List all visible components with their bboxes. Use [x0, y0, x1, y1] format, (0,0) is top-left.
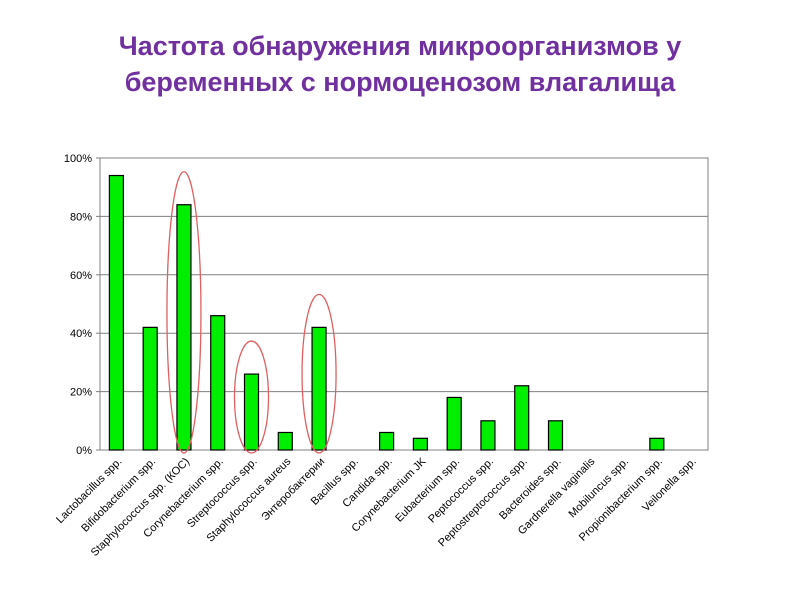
- y-axis-ticks: 0% 20% 40% 60% 80% 100%: [64, 153, 100, 457]
- y-tick-label: 100%: [64, 153, 92, 165]
- bar: [547, 420, 564, 451]
- title-line-1: Частота обнаружения микроорганизмов у: [118, 31, 682, 61]
- x-axis-labels: Lactobacillus spp.Bifidobacterium spp.St…: [54, 455, 699, 559]
- y-tick-label: 0%: [76, 445, 92, 457]
- highlight-ellipse: [233, 340, 270, 454]
- bar: [243, 373, 260, 451]
- bar: [446, 396, 462, 451]
- bar: [210, 315, 226, 451]
- bar: [649, 437, 665, 451]
- x-tick-label: Mobiluncus spp.: [566, 456, 631, 521]
- plot-area: [99, 157, 709, 451]
- bar: [311, 326, 327, 451]
- bar: [480, 420, 496, 451]
- bar: [514, 385, 530, 451]
- page-title: Частота обнаружения микроорганизмов у бе…: [0, 28, 800, 100]
- x-tick-label: Bacteroides spp.: [497, 456, 563, 522]
- bar: [176, 204, 192, 451]
- bar: [379, 431, 395, 451]
- bar: [412, 437, 428, 451]
- y-tick-label: 20%: [70, 387, 92, 399]
- x-tick-label: Энтеробактерии: [259, 456, 327, 524]
- highlight-ellipse: [166, 171, 202, 454]
- bar: [142, 326, 158, 451]
- y-tick-label: 80%: [70, 211, 92, 223]
- title-line-2: беременных с нормоценозом влагалища: [124, 67, 676, 97]
- bars: [108, 174, 665, 451]
- highlight-ellipses: [166, 171, 337, 454]
- y-tick-label: 60%: [70, 270, 92, 282]
- highlight-ellipse: [301, 293, 337, 454]
- y-tick-label: 40%: [70, 328, 92, 340]
- bar: [108, 174, 124, 451]
- bar: [277, 431, 293, 451]
